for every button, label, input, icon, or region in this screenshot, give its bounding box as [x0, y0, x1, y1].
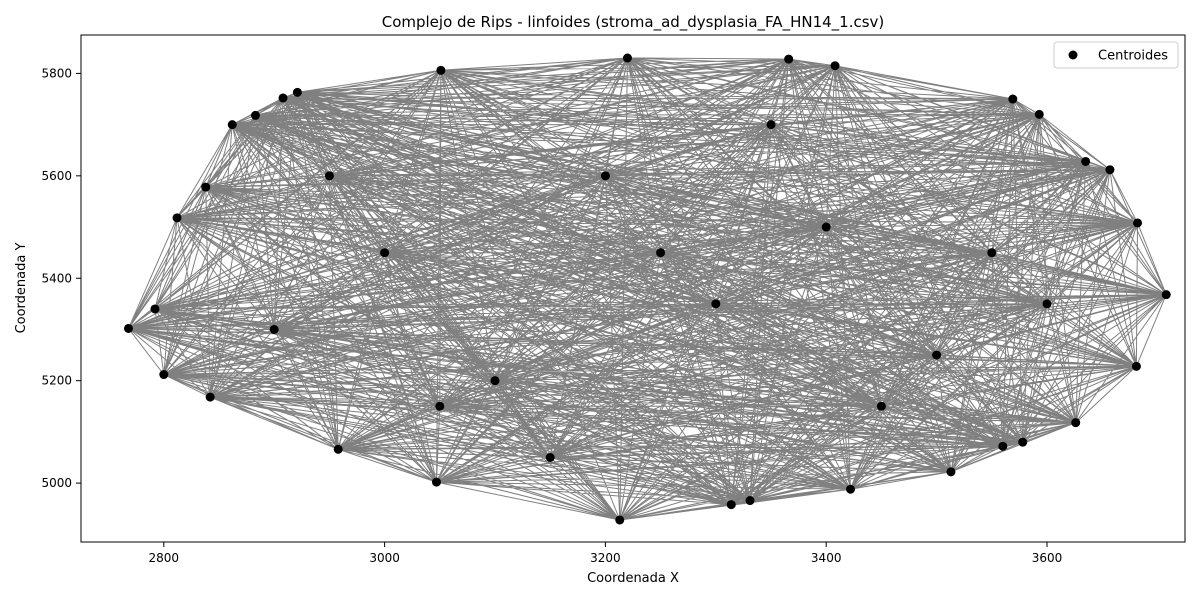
x-tick-label: 3200 [590, 551, 621, 565]
centroid-point [1008, 94, 1018, 104]
centroid-point [1105, 165, 1115, 175]
legend-box [1053, 41, 1179, 69]
edge-lines [128, 57, 1167, 521]
centroid-point [324, 171, 334, 181]
centroid-point [278, 93, 288, 103]
centroid-point [821, 222, 831, 232]
centroid-point [227, 120, 237, 130]
centroid-point [1034, 109, 1044, 119]
x-tick-label: 2800 [149, 551, 180, 565]
centroid-point [726, 500, 736, 510]
chart-title: Complejo de Rips - linfoides (stroma_ad_… [382, 13, 885, 32]
centroid-point [830, 61, 840, 71]
centroid-point [123, 323, 133, 333]
centroid-point [333, 444, 343, 454]
y-tick-label: 5200 [41, 374, 72, 388]
centroid-point [656, 248, 666, 258]
centroid-point [932, 350, 942, 360]
centroid-point [1081, 156, 1091, 166]
centroid-point [745, 496, 755, 506]
centroid-point [876, 401, 886, 411]
centroid-point [159, 370, 169, 380]
centroid-point [269, 324, 279, 334]
centroid-point [784, 54, 794, 64]
x-axis-label: Coordenada X [587, 571, 679, 586]
centroid-point [711, 299, 721, 309]
centroid-point [150, 304, 160, 314]
x-axis-ticks: 2800 3000 3200 3400 3600 [149, 542, 1063, 565]
centroid-point [998, 441, 1008, 451]
y-tick-label: 5400 [41, 271, 72, 285]
legend: Centroides [1053, 41, 1179, 69]
centroid-point [987, 248, 997, 258]
centroid-point [205, 392, 215, 402]
y-tick-label: 5600 [41, 169, 72, 183]
x-tick-label: 3600 [1032, 551, 1063, 565]
centroid-point [622, 53, 632, 63]
centroid-point [1018, 437, 1028, 447]
centroid-point [615, 515, 625, 525]
centroid-point [201, 182, 211, 192]
centroid-point [490, 376, 500, 386]
x-tick-label: 3000 [369, 551, 400, 565]
centroid-point [380, 248, 390, 258]
centroid-point [545, 453, 555, 462]
centroid-point [436, 65, 446, 75]
legend-marker [1068, 50, 1078, 60]
y-tick-label: 5000 [41, 476, 72, 490]
centroid-point [766, 120, 776, 130]
centroid-point [250, 110, 260, 120]
centroid-point [1071, 418, 1081, 428]
y-tick-label: 5800 [41, 66, 72, 80]
plot-frame [80, 34, 1186, 543]
centroid-point [435, 401, 445, 411]
centroid-point [1133, 218, 1143, 228]
rips-edges [128, 57, 1167, 521]
legend-entry-centroides: Centroides [1098, 49, 1168, 64]
centroid-point [292, 87, 302, 97]
centroid-point [1161, 290, 1171, 300]
centroid-point [172, 213, 182, 223]
x-tick-label: 3400 [811, 551, 842, 565]
centroid-point [946, 467, 956, 477]
centroid-point [1042, 299, 1052, 309]
centroid-point [600, 171, 610, 181]
y-axis-ticks: 5000 5200 5400 5600 5800 [41, 66, 81, 490]
centroid-point [431, 477, 441, 487]
centroid-point [845, 484, 855, 494]
centroid-point [1131, 361, 1141, 371]
centroid-points [123, 53, 1171, 525]
y-axis-label: Coordenada Y [14, 243, 29, 334]
